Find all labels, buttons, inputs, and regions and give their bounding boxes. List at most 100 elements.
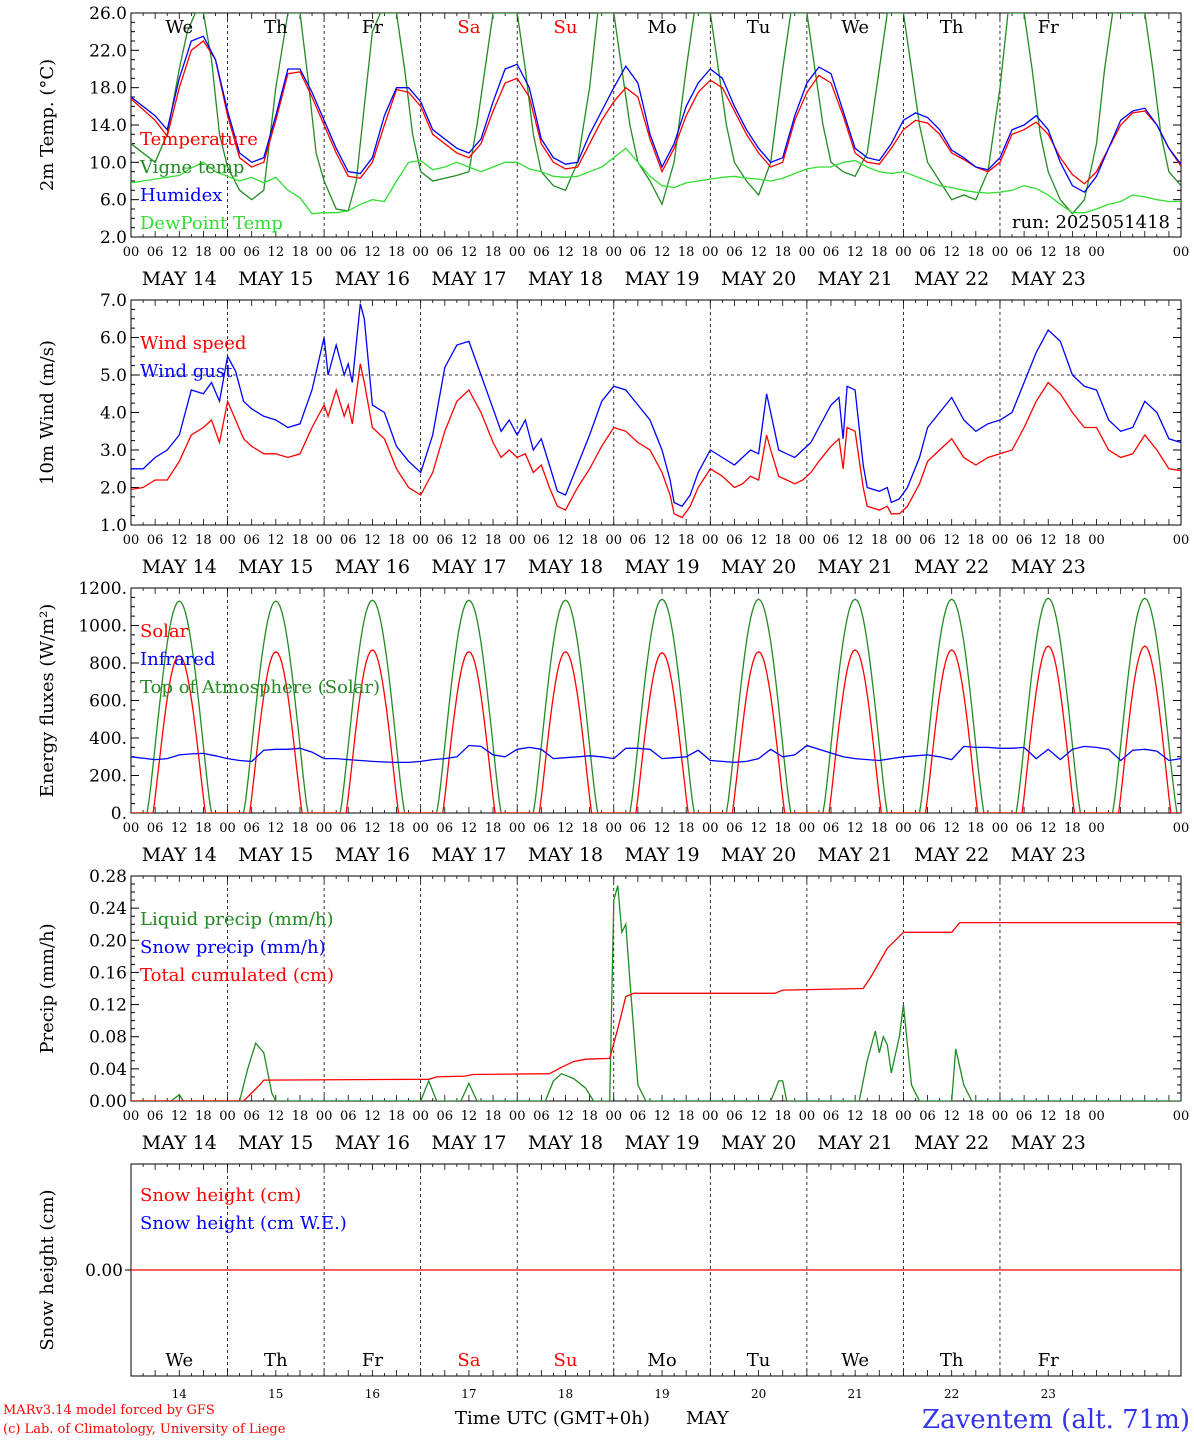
y-axis-title: Snow height (cm): [37, 1189, 58, 1350]
series-line-infrared: [131, 744, 1181, 764]
hour-label: 18: [292, 245, 309, 260]
hour-label: 12: [847, 1109, 864, 1124]
hour-label: 12: [268, 533, 285, 548]
y-tick-label: 0.00: [85, 1261, 123, 1281]
hour-label: 06: [1016, 1109, 1033, 1124]
hour-label: 00: [1088, 821, 1105, 836]
hour-label: 12: [557, 821, 574, 836]
y-tick-label: 6.0: [100, 191, 127, 211]
hour-label: 12: [171, 1109, 188, 1124]
hour-label: 00: [895, 1109, 912, 1124]
day-label: We: [841, 17, 869, 38]
hour-label: 18: [292, 533, 309, 548]
hour-label: 06: [919, 821, 936, 836]
hour-label: 00: [509, 533, 526, 548]
hour-label: 06: [437, 245, 454, 260]
y-tick-label: 10.0: [89, 153, 127, 173]
hour-label: 18: [388, 533, 405, 548]
hour-label: 12: [364, 245, 381, 260]
hour-label: 00: [895, 533, 912, 548]
hour-label: 18: [1064, 1109, 1081, 1124]
panel-4: 0.00 0.04 0.08 0.12 0.16 0.20 0.24 0.28 Precip (…: [37, 867, 1189, 1154]
hour-label: 06: [533, 533, 550, 548]
legend-entry: Snow height (cm): [140, 1185, 301, 1206]
series-line-wind-gust: [131, 303, 1181, 508]
hour-label: 06: [340, 821, 357, 836]
hour-label: 18: [871, 533, 888, 548]
hour-label: 18: [871, 821, 888, 836]
hour-label: 12: [268, 821, 285, 836]
hour-label: 06: [1016, 533, 1033, 548]
day-label: Fr: [1038, 1350, 1059, 1371]
hour-label: 00: [316, 1109, 333, 1124]
hour-label: 00: [1173, 533, 1190, 548]
hour-label: 00: [992, 821, 1009, 836]
hour-label: 18: [581, 821, 598, 836]
hour-label: 06: [1016, 821, 1033, 836]
hour-label: 12: [943, 1109, 960, 1124]
hour-label: 06: [726, 533, 743, 548]
y-tick-label: 0.24: [89, 899, 127, 919]
hour-label: 06: [147, 533, 164, 548]
date-label: MAY 14: [142, 268, 217, 290]
day-label: Th: [940, 1350, 964, 1371]
series-line-liquid-precip-mm-h-: [131, 885, 1181, 1101]
date-label: MAY 23: [1011, 556, 1086, 578]
hour-label: 06: [533, 245, 550, 260]
hour-label: 18: [195, 245, 212, 260]
hour-label: 12: [750, 533, 767, 548]
hour-label: 12: [171, 821, 188, 836]
hour-label: 18: [485, 1109, 502, 1124]
hour-label: 06: [630, 245, 647, 260]
date-label: MAY 15: [238, 268, 313, 290]
day-number-label: 20: [751, 1387, 766, 1401]
date-label: MAY 19: [624, 268, 699, 290]
x-axis-title: Time UTC (GMT+0h): [455, 1408, 650, 1429]
hour-label: 06: [1016, 245, 1033, 260]
date-label: MAY 18: [528, 844, 603, 866]
hour-label: 00: [1173, 821, 1190, 836]
date-label: MAY 16: [335, 268, 410, 290]
hour-label: 12: [364, 1109, 381, 1124]
day-number-label: 15: [268, 1387, 283, 1401]
hour-label: 12: [943, 245, 960, 260]
hour-label: 00: [895, 821, 912, 836]
day-number-label: 18: [558, 1387, 573, 1401]
hour-label: 18: [774, 1109, 791, 1124]
y-axis-title: Energy fluxes (W/m²): [37, 604, 58, 798]
hour-label: 18: [968, 821, 985, 836]
hour-label: 06: [340, 245, 357, 260]
station-name: Zaventem (alt. 71m): [922, 1405, 1190, 1435]
hour-label: 12: [750, 821, 767, 836]
hour-label: 00: [992, 1109, 1009, 1124]
date-label: MAY 18: [528, 556, 603, 578]
hour-label: 06: [243, 533, 260, 548]
panel-1: 2.0 6.0 10.0 14.0 18.0 22.0 26.0 2m Temp. (°C) T…: [37, 4, 1189, 290]
hour-label: 00: [799, 245, 816, 260]
hour-label: 18: [195, 533, 212, 548]
date-label: MAY 16: [335, 844, 410, 866]
hour-label: 12: [1040, 1109, 1057, 1124]
hour-label: 12: [750, 1109, 767, 1124]
hour-label: 00: [1088, 245, 1105, 260]
y-tick-label: 26.0: [89, 4, 127, 24]
hour-label: 06: [823, 245, 840, 260]
hour-label: 12: [654, 1109, 671, 1124]
hour-label: 00: [605, 1109, 622, 1124]
legend-entry: Temperature: [140, 129, 258, 150]
hour-label: 06: [726, 245, 743, 260]
hour-label: 00: [219, 821, 236, 836]
y-tick-label: 800.: [89, 654, 127, 674]
hour-label: 12: [847, 533, 864, 548]
hour-label: 06: [919, 533, 936, 548]
credit-line-2: (c) Lab. of Climatology, University of L…: [3, 1422, 286, 1437]
date-label: MAY 15: [238, 1132, 313, 1154]
hour-label: 00: [702, 245, 719, 260]
date-label: MAY 21: [818, 1132, 893, 1154]
hour-label: 12: [461, 1109, 478, 1124]
hour-label: 06: [147, 821, 164, 836]
hour-label: 06: [726, 1109, 743, 1124]
hour-label: 18: [1064, 533, 1081, 548]
hour-label: 00: [1173, 245, 1190, 260]
